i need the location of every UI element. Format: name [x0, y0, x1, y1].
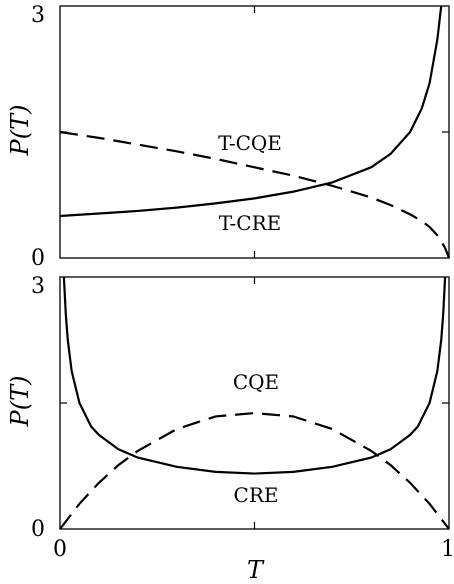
bottom-ytick-min: 0 — [31, 517, 45, 542]
bottom-label-cqe: CQE — [233, 370, 279, 394]
bottom-ylabel: P(T) — [6, 376, 34, 428]
top-ytick-min: 0 — [31, 246, 45, 271]
top-panel: 3 0 P(T) T-CQE T-CRE — [6, 3, 451, 271]
bottom-ytick-max: 3 — [31, 274, 45, 299]
bottom-xlabel: T — [247, 556, 265, 584]
top-label-tcqe: T-CQE — [218, 131, 282, 155]
bottom-panel: 3 0 P(T) 0 1 T CQE CRE — [6, 274, 454, 584]
bottom-series-cqe — [59, 411, 450, 530]
top-series-group — [59, 5, 451, 259]
bottom-xtick-max: 1 — [441, 537, 454, 562]
top-ylabel: P(T) — [6, 105, 34, 157]
bottom-ticks — [60, 277, 449, 529]
bottom-series-group — [59, 276, 450, 530]
top-series-t-cre — [59, 5, 443, 218]
top-ytick-max: 3 — [31, 3, 45, 28]
bottom-series-cre — [62, 276, 447, 475]
top-label-tcre: T-CRE — [219, 211, 281, 235]
bottom-label-cre: CRE — [234, 483, 279, 507]
bottom-xtick-min: 0 — [53, 537, 67, 562]
